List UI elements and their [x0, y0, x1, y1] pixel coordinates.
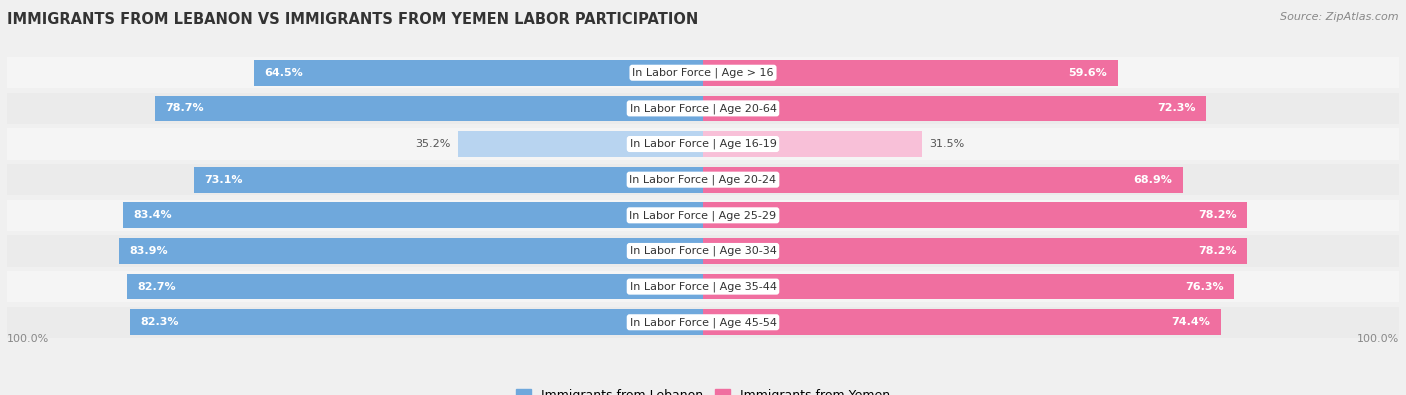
Text: 72.3%: 72.3% — [1157, 103, 1195, 113]
Bar — [703, 203, 1247, 228]
Text: In Labor Force | Age 45-54: In Labor Force | Age 45-54 — [630, 317, 776, 327]
Text: 64.5%: 64.5% — [264, 68, 304, 78]
Bar — [122, 203, 703, 228]
Bar — [7, 128, 1399, 160]
Bar — [703, 60, 1118, 86]
Bar — [155, 96, 703, 121]
Bar — [7, 93, 1399, 124]
Text: In Labor Force | Age 25-29: In Labor Force | Age 25-29 — [630, 210, 776, 220]
Text: Source: ZipAtlas.com: Source: ZipAtlas.com — [1281, 12, 1399, 22]
Text: 78.2%: 78.2% — [1198, 210, 1237, 220]
Bar — [131, 309, 703, 335]
Bar — [120, 238, 703, 264]
Text: In Labor Force | Age 20-64: In Labor Force | Age 20-64 — [630, 103, 776, 114]
Bar — [7, 307, 1399, 338]
Text: 78.7%: 78.7% — [166, 103, 204, 113]
Bar — [194, 167, 703, 192]
Bar — [458, 131, 703, 157]
Legend: Immigrants from Lebanon, Immigrants from Yemen: Immigrants from Lebanon, Immigrants from… — [516, 389, 890, 395]
Bar — [703, 274, 1234, 299]
Text: In Labor Force | Age 30-34: In Labor Force | Age 30-34 — [630, 246, 776, 256]
Bar — [703, 238, 1247, 264]
Bar — [703, 167, 1182, 192]
Bar — [703, 131, 922, 157]
Text: IMMIGRANTS FROM LEBANON VS IMMIGRANTS FROM YEMEN LABOR PARTICIPATION: IMMIGRANTS FROM LEBANON VS IMMIGRANTS FR… — [7, 12, 699, 27]
Text: 82.7%: 82.7% — [138, 282, 177, 292]
Bar — [128, 274, 703, 299]
Text: In Labor Force | Age 35-44: In Labor Force | Age 35-44 — [630, 281, 776, 292]
Text: 68.9%: 68.9% — [1133, 175, 1173, 185]
Text: 76.3%: 76.3% — [1185, 282, 1223, 292]
Text: 35.2%: 35.2% — [416, 139, 451, 149]
Text: 74.4%: 74.4% — [1171, 317, 1211, 327]
Bar — [703, 96, 1206, 121]
Text: In Labor Force | Age > 16: In Labor Force | Age > 16 — [633, 68, 773, 78]
Bar — [7, 57, 1399, 88]
Text: 31.5%: 31.5% — [929, 139, 965, 149]
Text: In Labor Force | Age 20-24: In Labor Force | Age 20-24 — [630, 175, 776, 185]
Bar — [7, 164, 1399, 196]
Text: In Labor Force | Age 16-19: In Labor Force | Age 16-19 — [630, 139, 776, 149]
Text: 73.1%: 73.1% — [205, 175, 243, 185]
Bar — [7, 271, 1399, 302]
Text: 83.4%: 83.4% — [134, 210, 172, 220]
Bar — [254, 60, 703, 86]
Bar — [703, 309, 1220, 335]
Bar — [7, 235, 1399, 267]
Text: 100.0%: 100.0% — [1357, 334, 1399, 344]
Text: 83.9%: 83.9% — [129, 246, 169, 256]
Text: 100.0%: 100.0% — [7, 334, 49, 344]
Text: 82.3%: 82.3% — [141, 317, 179, 327]
Text: 59.6%: 59.6% — [1069, 68, 1108, 78]
Text: 78.2%: 78.2% — [1198, 246, 1237, 256]
Bar — [7, 199, 1399, 231]
